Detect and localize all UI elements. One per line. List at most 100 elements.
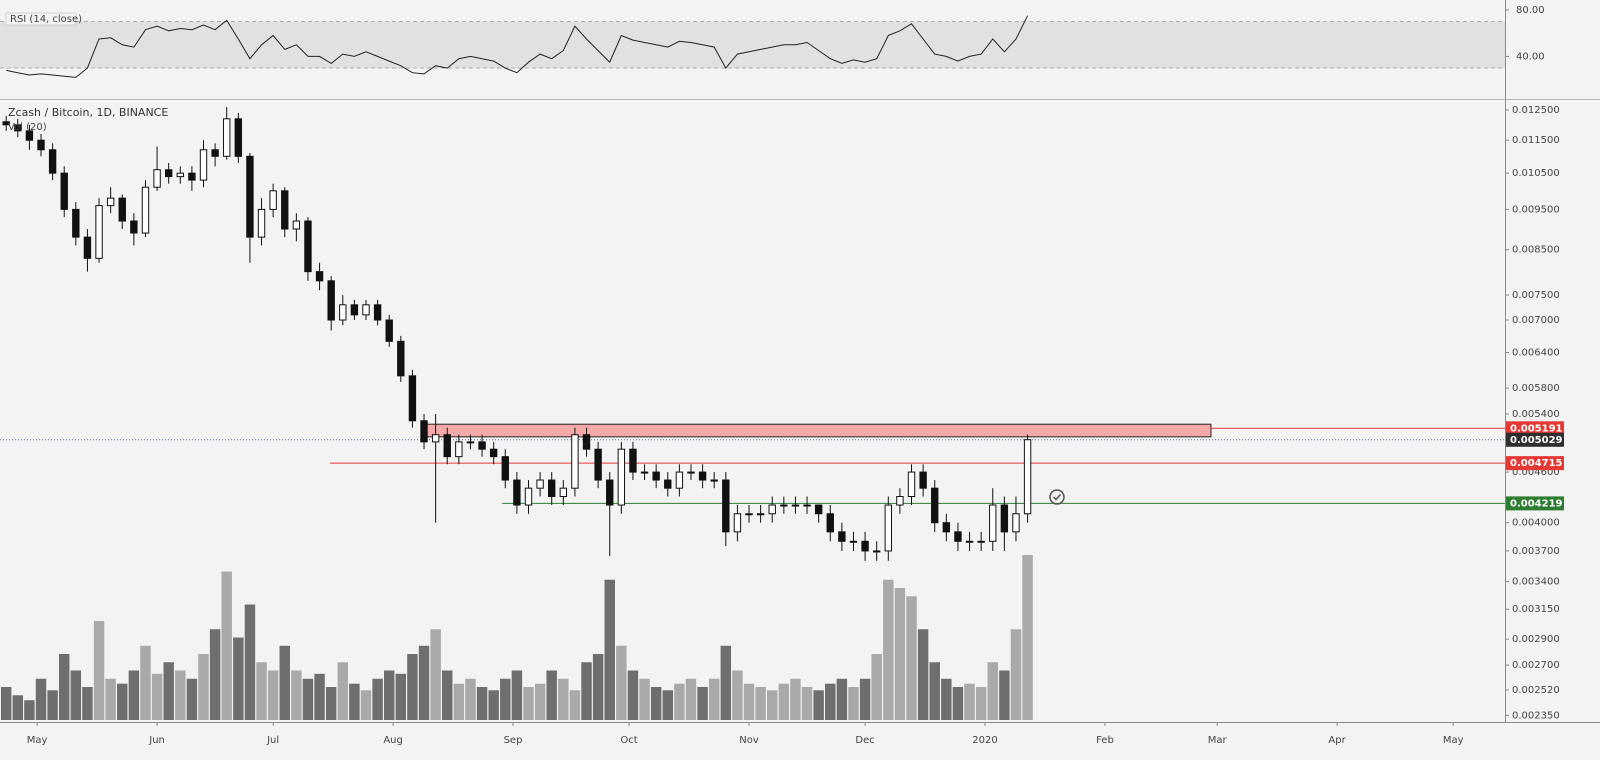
candle-body (246, 155, 254, 238)
y-tick-label: 0.002350 (1512, 710, 1560, 721)
candle-body (118, 197, 126, 222)
candle-body (977, 540, 985, 543)
rsi-tick-label: 40.00 (1516, 51, 1545, 62)
candle-body (791, 504, 800, 507)
y-tick-label: 0.002700 (1512, 660, 1560, 671)
y-tick-label: 0.003700 (1512, 546, 1560, 557)
volume-bar (813, 690, 824, 720)
volume-bar (558, 678, 569, 720)
volume-bar (24, 700, 35, 720)
volume-bar (82, 687, 93, 720)
candle-body (83, 236, 92, 259)
volume-bar (151, 673, 163, 720)
candle-body (25, 130, 34, 141)
y-tick-label: 0.005400 (1512, 409, 1560, 420)
level-label: 0.004219 (1510, 498, 1563, 509)
level-label-box (1506, 432, 1564, 447)
candle-body (1000, 504, 1009, 533)
rsi-band (0, 21, 1505, 69)
volume-bar (500, 678, 511, 720)
candle-body (536, 479, 544, 489)
candle-body (257, 208, 266, 238)
y-tick-label: 0.012500 (1512, 105, 1560, 116)
candle-body (14, 124, 22, 132)
y-tick-label: 0.010500 (1512, 168, 1560, 179)
x-tick-label: May (1443, 735, 1464, 746)
candle-body (106, 197, 115, 207)
rsi-tick-label: 80.00 (1516, 5, 1545, 16)
volume-bar (906, 596, 917, 720)
volume-bar (407, 654, 418, 720)
volume-bar (836, 678, 848, 720)
candle-body (130, 220, 138, 234)
candle-body (884, 504, 892, 552)
candle-body (37, 139, 45, 151)
candle-body (362, 304, 370, 316)
candle-body (919, 471, 927, 489)
volume-bar (859, 678, 871, 720)
candle-body (164, 169, 173, 178)
volume-bar (941, 678, 952, 720)
rsi-legend: RSI (14, close) (10, 14, 82, 25)
chart-title: Zcash / Bitcoin, 1D, BINANCE (8, 106, 168, 119)
candle-body (455, 441, 463, 458)
candle-body (443, 434, 451, 458)
level-label-box (1506, 496, 1564, 511)
volume-bar (639, 678, 650, 720)
candle-body (698, 471, 707, 481)
volume-bar (93, 621, 105, 720)
candle-body (350, 304, 359, 316)
candle-body (640, 471, 649, 474)
x-tick-label: Mar (1208, 735, 1228, 746)
candle-body (745, 513, 753, 516)
volume-bar (221, 571, 232, 720)
candle-body (234, 118, 243, 157)
y-tick-label: 0.008500 (1512, 245, 1560, 256)
candle-body (664, 479, 672, 489)
volume-bar (581, 662, 592, 720)
level-label-box (1506, 456, 1564, 471)
volume-bar (360, 690, 372, 720)
volume-bar (755, 687, 766, 720)
x-tick-label: Sep (504, 735, 523, 746)
volume-bar (279, 645, 290, 720)
candle-body (408, 375, 417, 422)
candle-body (907, 471, 916, 498)
volume-bar (511, 670, 523, 720)
volume-bar (592, 654, 604, 720)
candle-body (652, 471, 660, 481)
volume-bar (778, 683, 790, 720)
volume-bar (650, 687, 662, 720)
y-tick-label: 0.007000 (1512, 315, 1560, 326)
x-tick-label: 2020 (972, 735, 997, 746)
volume-bar (291, 670, 302, 720)
candle-body (1012, 513, 1020, 533)
volume-bar (801, 687, 813, 720)
candle-body (931, 487, 939, 524)
volume-bar (1010, 629, 1022, 720)
volume-bar (964, 683, 975, 720)
volume-bar (917, 629, 929, 720)
volume-bar (70, 670, 82, 720)
volume-bar (569, 690, 581, 720)
y-tick-label: 0.009500 (1512, 204, 1560, 215)
y-tick-label: 0.005800 (1512, 383, 1560, 394)
volume-bar (523, 687, 534, 720)
volume-bar (708, 678, 720, 720)
x-tick-label: May (27, 735, 48, 746)
candle-body (722, 479, 730, 533)
candle-body (606, 479, 614, 506)
candle-body (327, 280, 335, 321)
volume-bar (975, 687, 987, 720)
candle-body (768, 504, 776, 515)
volume-bar (732, 670, 743, 720)
check-icon (1049, 489, 1065, 505)
volume-bar (685, 678, 697, 720)
volume-bar (430, 629, 441, 720)
candle-body (2, 121, 10, 126)
candle-body (687, 471, 695, 474)
x-tick-label: Aug (383, 735, 403, 746)
volume-bar (35, 678, 47, 720)
y-tick-label: 0.004600 (1512, 467, 1560, 478)
volume-bar (12, 695, 24, 720)
